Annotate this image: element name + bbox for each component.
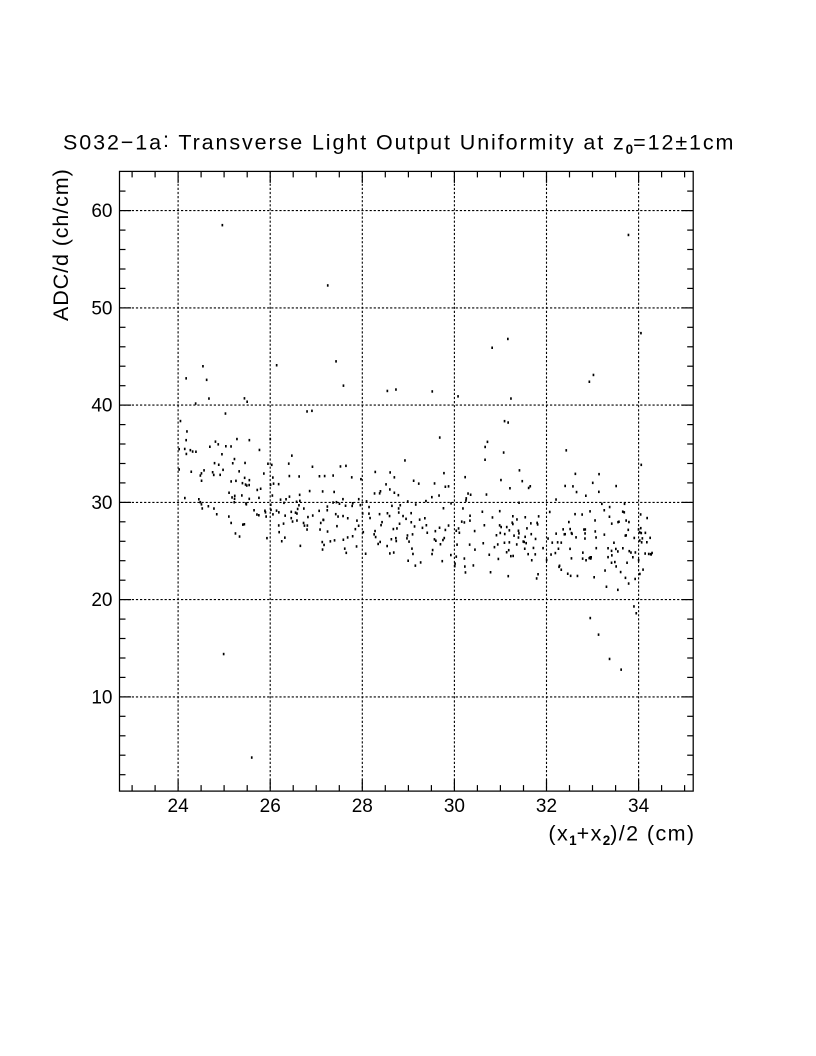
svg-text:30: 30 (444, 796, 465, 817)
svg-text:26: 26 (260, 796, 281, 817)
svg-text:60: 60 (91, 201, 112, 222)
svg-text:34: 34 (628, 796, 650, 817)
svg-text:24: 24 (168, 796, 190, 817)
svg-text:40: 40 (91, 396, 112, 417)
svg-text:ADC/d (ch/cm): ADC/d (ch/cm) (49, 168, 73, 321)
svg-text:S032−1a: Transverse Light Outp: S032−1a: Transverse Light Output Uniform… (63, 128, 735, 157)
svg-text:32: 32 (536, 796, 557, 817)
svg-text:20: 20 (91, 590, 112, 611)
svg-text:30: 30 (91, 493, 112, 514)
svg-text:10: 10 (91, 688, 112, 709)
svg-text:(x1+x2)/2 (cm): (x1+x2)/2 (cm) (548, 822, 695, 849)
svg-text:28: 28 (352, 796, 373, 817)
svg-text:50: 50 (91, 299, 112, 320)
